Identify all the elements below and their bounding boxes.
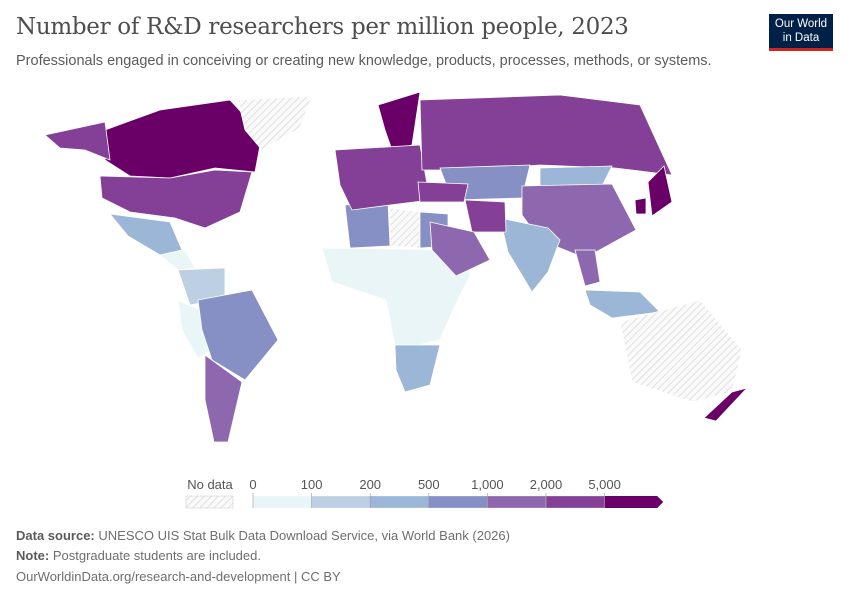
country-argentina-chile[interactable]: Argentina / Chile — [204, 354, 243, 443]
country-canada[interactable]: Canada — [104, 99, 263, 179]
country-russia[interactable]: Russia — [419, 94, 673, 176]
legend-tick-label: 0 — [249, 477, 256, 492]
country-nordics[interactable]: Nordics — [377, 91, 421, 151]
country-iran[interactable]: Iran — [464, 199, 507, 233]
legend-bin-swatch — [545, 495, 605, 509]
owid-logo[interactable]: Our World in Data — [769, 14, 833, 51]
country-south-korea[interactable]: South Korea — [634, 197, 647, 215]
legend-no-data-swatch — [185, 495, 234, 509]
legend-bin-swatch — [370, 495, 429, 509]
legend-bin-swatch — [487, 495, 547, 509]
source-link[interactable]: OurWorldinData.org/research-and-developm… — [16, 569, 341, 584]
country-indonesia[interactable]: Indonesia — [584, 289, 661, 319]
country-greenland[interactable]: Greenland — [237, 95, 313, 151]
legend-tick-label: 2,000 — [530, 477, 563, 492]
legend-bin-swatch — [428, 495, 488, 509]
legend-bin-swatch — [252, 495, 312, 509]
chart-title: Number of R&D researchers per million pe… — [16, 14, 629, 40]
legend-tick-label: 200 — [359, 477, 381, 492]
legend-no-data-label: No data — [187, 477, 233, 492]
chart-subtitle: Professionals engaged in conceiving or c… — [16, 53, 712, 69]
country-europe[interactable]: Europe — [334, 144, 431, 211]
country-mongolia[interactable]: Mongolia — [539, 165, 613, 187]
country-australia[interactable]: Australia — [619, 299, 743, 403]
country-saudi-arabia[interactable]: Saudi Arabia — [429, 221, 491, 277]
country-alaska-united-states[interactable]: Alaska (United States) — [44, 121, 111, 161]
country-central-america[interactable]: Central America — [159, 249, 196, 271]
legend-tick-label: 100 — [301, 477, 323, 492]
note: Note: Postgraduate students are included… — [16, 548, 261, 563]
legend: No data 0 100 200 500 1,000 2,000 5,000 — [185, 477, 664, 509]
country-south-africa[interactable]: South Africa — [394, 344, 441, 393]
country-libya[interactable]: Libya — [389, 207, 421, 249]
country-brazil[interactable]: Brazil — [197, 289, 279, 381]
country-united-states[interactable]: United States — [99, 169, 253, 229]
country-thailand[interactable]: Thailand — [574, 249, 601, 287]
country-japan[interactable]: Japan — [647, 165, 673, 217]
legend-bin-swatch — [604, 496, 664, 508]
country-new-zealand[interactable]: New Zealand — [703, 387, 749, 422]
country-mexico[interactable]: Mexico — [109, 213, 183, 256]
data-source: Data source: UNESCO UIS Stat Bulk Data D… — [16, 528, 510, 543]
legend-tick-label: 5,000 — [588, 477, 621, 492]
country-peru-bolivia[interactable]: Peru / Bolivia — [177, 299, 213, 359]
country-india[interactable]: India — [499, 217, 561, 293]
legend-bin-swatch — [311, 495, 371, 509]
country-turkey[interactable]: Turkey — [417, 181, 469, 203]
legend-tick-label: 1,000 — [471, 477, 504, 492]
legend-tick-label: 500 — [418, 477, 440, 492]
